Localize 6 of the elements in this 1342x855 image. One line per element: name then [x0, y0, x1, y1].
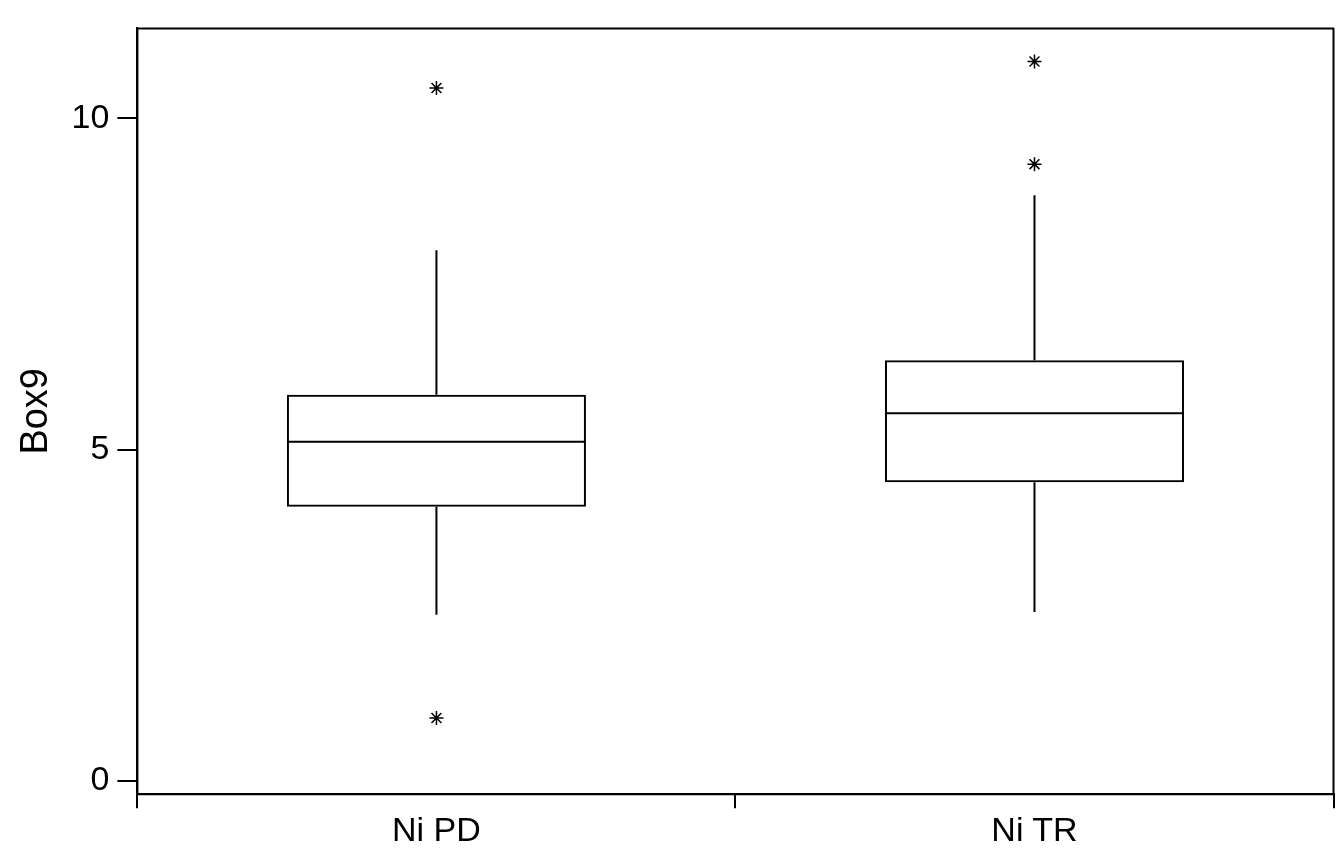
y-tick-label: 5: [90, 428, 110, 467]
x-tick-label: Ni PD: [392, 809, 481, 848]
y-tick-label: 10: [71, 96, 110, 135]
x-tick-label: Ni TR: [991, 809, 1078, 848]
y-axis-title: Box9: [13, 367, 56, 455]
y-tick-label: 0: [90, 759, 110, 798]
